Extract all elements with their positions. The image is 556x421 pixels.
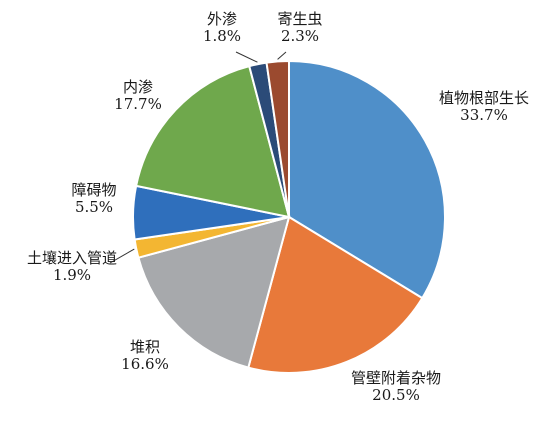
slice-percent: 2.3%: [281, 27, 319, 45]
pie-slice-6: [134, 64, 291, 219]
slice-labels: 植物根部生长 33.7% 管壁附着杂物 20.5% 堆积 16.6% 土壤进入管道 1.9% 障…: [27, 10, 529, 404]
slice-label-2: 管壁附着杂物 20.5%: [351, 369, 441, 404]
slice-name: 堆积: [130, 338, 160, 356]
slice-label-4: 土壤进入管道 1.9%: [27, 249, 117, 284]
slice-percent: 1.9%: [53, 266, 91, 284]
leader-line-7: [235, 51, 258, 63]
slice-label-1: 植物根部生长 33.7%: [439, 89, 529, 124]
slice-percent: 1.8%: [203, 27, 241, 45]
slice-name: 管壁附着杂物: [351, 369, 441, 387]
slice-label-5: 障碍物 5.5%: [71, 181, 116, 216]
slice-label-8: 寄生虫 2.3%: [277, 10, 322, 45]
slice-label-7: 外渗 1.8%: [203, 10, 241, 45]
slice-percent: 16.6%: [121, 355, 169, 373]
slice-name: 障碍物: [71, 181, 116, 199]
slice-percent: 33.7%: [460, 106, 508, 124]
leader-lines: [109, 51, 287, 264]
slice-name: 土壤进入管道: [27, 249, 117, 267]
slice-percent: 5.5%: [75, 198, 113, 216]
pie-slice-2: [247, 215, 424, 374]
slice-name: 寄生虫: [277, 10, 322, 28]
leader-line-4: [109, 248, 135, 264]
slice-label-3: 堆积 16.6%: [121, 338, 169, 373]
slice-percent: 20.5%: [372, 386, 420, 404]
pie-slice-1: [288, 59, 446, 300]
pie-slices: [132, 59, 446, 374]
slice-name: 植物根部生长: [439, 89, 529, 107]
leader-line-8: [277, 51, 287, 60]
slice-name: 外渗: [207, 10, 237, 28]
pie-slice-3: [137, 215, 291, 369]
slice-percent: 17.7%: [114, 95, 162, 113]
slice-name: 内渗: [123, 78, 153, 96]
slice-label-6: 内渗 17.7%: [114, 78, 162, 113]
pie-slice-8: [265, 59, 290, 218]
